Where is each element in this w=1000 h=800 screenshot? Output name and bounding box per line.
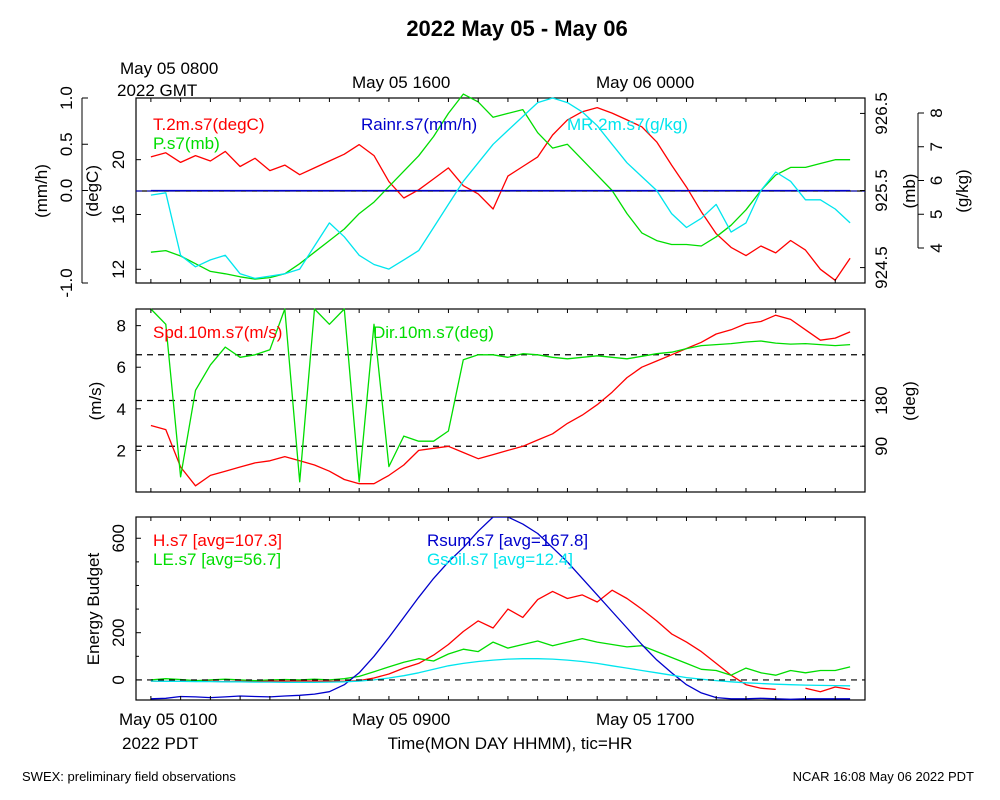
top-time-label-2: May 05 1600 [352,73,450,92]
panel-2-axis-ticks: 2 4 6 8 90 180 [117,309,891,492]
panel-1-rain-axis-label: (mm/h) [32,164,51,218]
pressure-axis-tick-label: 924.5 [872,246,891,289]
speed-axis-tick-label: 2 [117,441,126,460]
soil-heat-line [150,658,851,687]
panel-1-temp-axis-label: (degC) [83,165,102,217]
bottom-time-label-1: May 05 0100 [119,710,217,729]
legend-rain-rate: Rainr.s7(mm/h) [361,115,477,134]
legend-net-radiation: Rsum.s7 [avg=167.8] [427,531,588,550]
bottom-time-label-3: May 05 1700 [596,710,694,729]
legend-latent-heat: LE.s7 [avg=56.7] [153,550,281,569]
energy-axis-tick-label: 600 [109,524,128,552]
energy-axis-tick-label: 0 [109,675,128,684]
panel-2-speed-axis-label: (m/s) [86,382,105,421]
latent-heat-line [150,637,851,682]
rain-axis-tick-label: 0.5 [57,132,76,156]
panel-2-direction-axis-label: (deg) [900,381,919,421]
legend-wind-speed: Spd.10m.s7(m/s) [153,323,282,342]
figure-title: 2022 May 05 - May 06 [406,16,627,41]
pressure-axis-tick-label: 925.5 [872,169,891,212]
panel-3-series-group [136,517,865,700]
legend-soil-heat: Gsoil.s7 [avg=12.4] [427,550,573,569]
panel-2-series-group [136,308,865,487]
temp-axis-tick-label: 16 [109,205,128,224]
mr-axis-tick-label: 4 [927,243,946,252]
mixing-ratio-line [150,97,851,280]
panel-3-axis-ticks: 0 200 600 [109,517,836,700]
pressure-line [150,93,851,280]
panel-3-clipped-series [150,517,851,700]
temperature-line [150,106,851,281]
panel-3-energy: 0 200 600 Energy Budget H.s7 [avg=107.3] L… [84,516,866,701]
rain-axis-tick-label: 0.0 [57,179,76,203]
energy-axis-tick-label: 200 [109,619,128,647]
top-time-label-1-year: 2022 GMT [117,81,197,100]
bottom-time-label-1-year: 2022 PDT [122,734,199,753]
panel-1-mr-axis-label: (g/kg) [953,169,972,212]
speed-axis-tick-label: 6 [117,358,126,377]
mr-axis-tick-label: 8 [927,108,946,117]
temp-axis-tick-label: 20 [109,150,128,169]
speed-axis-tick-label: 8 [117,317,126,336]
legend-wind-direction: Dir.10m.s7(deg) [373,323,494,342]
rain-axis-tick-label: -1.0 [57,268,76,297]
net-radiation-line [150,517,851,700]
footer-timestamp: NCAR 16:08 May 06 2022 PDT [793,769,974,784]
legend-pressure: P.s7(mb) [153,134,220,153]
panel-3-y-axis-label: Energy Budget [84,552,103,665]
panel-2-wind: 2 4 6 8 90 180 (m/s) (deg) Spd.10m.s7(m/s) Di… [86,308,919,493]
mr-axis-tick-label: 6 [927,176,946,185]
wind-speed-line [150,314,851,487]
legend-temperature: T.2m.s7(degC) [153,115,264,134]
footer-source-note: SWEX: preliminary field observations [22,769,236,784]
mr-axis-tick-label: 5 [927,210,946,219]
direction-axis-tick-label: 180 [872,386,891,414]
bottom-time-label-2: May 05 0900 [352,710,450,729]
speed-axis-tick-label: 4 [117,400,126,419]
top-time-label-3: May 06 0000 [596,73,694,92]
mr-axis-tick-label: 7 [927,142,946,151]
panel-1-pressure-axis-label: (mb) [900,174,919,209]
temp-axis-tick-label: 12 [109,260,128,279]
pressure-axis-tick-label: 926.5 [872,92,891,135]
rain-axis-tick-label: 1.0 [57,86,76,110]
legend-mixing-ratio: MR.2m.s7(g/kg) [567,115,688,134]
panel-1-met: -1.00.00.51.0121620924.5925.5926.545678 … [32,86,972,297]
panel-1-axis-ticks: -1.0 0.0 0.5 1.0 12 16 20 924.5 925.5 926.5 4 5 6 7 8 [57,86,946,297]
sensible-heat-line [150,589,851,693]
direction-axis-tick-label: 90 [872,437,891,456]
top-time-label-1: May 05 0800 [120,59,218,78]
wind-direction-line [150,308,851,483]
panel-1-series-group [150,93,851,281]
x-axis-label: Time(MON DAY HHMM), tic=HR [388,734,633,753]
legend-sensible-heat: H.s7 [avg=107.3] [153,531,282,550]
